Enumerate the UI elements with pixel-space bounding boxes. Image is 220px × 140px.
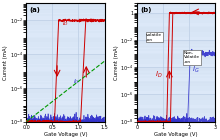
Text: $I_G$: $I_G$ bbox=[192, 64, 199, 75]
Text: $I_D$: $I_D$ bbox=[155, 70, 163, 80]
X-axis label: Gate Voltage (V): Gate Voltage (V) bbox=[44, 131, 87, 136]
Text: $I_D$: $I_D$ bbox=[62, 19, 69, 28]
Y-axis label: Current (mA): Current (mA) bbox=[4, 45, 9, 80]
Text: $I_G$: $I_G$ bbox=[73, 77, 80, 86]
X-axis label: Gate Voltage (V): Gate Voltage (V) bbox=[154, 131, 198, 136]
Text: (a): (a) bbox=[29, 7, 40, 13]
Text: volatile
-on: volatile -on bbox=[146, 33, 162, 42]
Text: (b): (b) bbox=[140, 7, 151, 13]
Y-axis label: Current (mA): Current (mA) bbox=[114, 45, 119, 80]
Text: Non-
Volatile
-on: Non- Volatile -on bbox=[184, 51, 200, 64]
